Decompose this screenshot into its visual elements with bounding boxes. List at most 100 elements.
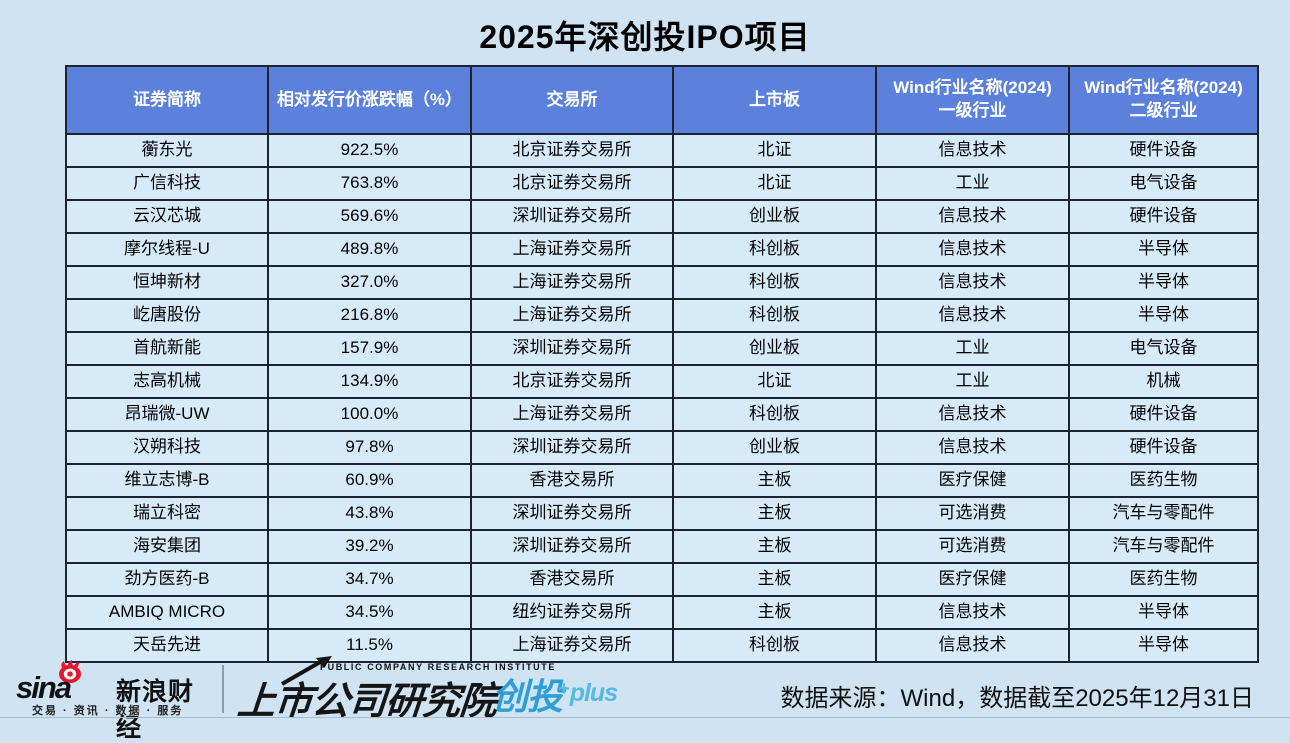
table-cell: 主板 (672, 595, 877, 630)
table-body: 蘅东光 922.5% 北京证券交易所 北证 信息技术 硬件设备 广信科技 763.8% 北京证券… (65, 133, 1259, 663)
table-cell: 科创板 (672, 397, 877, 432)
table-row: 瑞立科密 43.8% 深圳证券交易所 主板 可选消费 汽车与零配件 (65, 496, 1259, 531)
table-cell: 广信科技 (65, 166, 269, 201)
table-row: 首航新能 157.9% 深圳证券交易所 创业板 工业 电气设备 (65, 331, 1259, 366)
table-cell: 硬件设备 (1068, 199, 1259, 234)
table-row: 汉朔科技 97.8% 深圳证券交易所 创业板 信息技术 硬件设备 (65, 430, 1259, 465)
ipo-table: 证券简称 相对发行价涨跌幅（%） 交易所 上市板 Wind行业名称(2024) 一级行业… (65, 65, 1259, 663)
column-header: Wind行业名称(2024) 二级行业 (1068, 65, 1259, 135)
table-cell: 134.9% (267, 364, 472, 399)
research-institute-logo: PUBLIC COMPANY RESEARCH INSTITUTE 上市公司研究… (236, 656, 583, 723)
table-row: 昂瑞微-UW 100.0% 上海证券交易所 科创板 信息技术 硬件设备 (65, 397, 1259, 432)
table-cell: 43.8% (267, 496, 472, 531)
table-cell: 深圳证券交易所 (470, 496, 674, 531)
table-cell: 主板 (672, 529, 877, 564)
table-cell: 香港交易所 (470, 562, 674, 597)
table-cell: 硬件设备 (1068, 430, 1259, 465)
table-cell: 志高机械 (65, 364, 269, 399)
table-cell: 科创板 (672, 232, 877, 267)
sina-finance-brand: 新浪财经 (116, 678, 195, 742)
table-cell: 上海证券交易所 (470, 298, 674, 333)
table-cell: 科创板 (672, 298, 877, 333)
table-cell: 信息技术 (875, 199, 1070, 234)
table-cell: 主板 (672, 496, 877, 531)
table-cell: 半导体 (1068, 628, 1259, 663)
table-cell: 昂瑞微-UW (65, 397, 269, 432)
table-cell: 327.0% (267, 265, 472, 300)
table-row: 志高机械 134.9% 北京证券交易所 北证 工业 机械 (65, 364, 1259, 399)
table-cell: 蘅东光 (65, 133, 269, 168)
table-cell: 深圳证券交易所 (470, 331, 674, 366)
table-cell: 100.0% (267, 397, 472, 432)
table-row: 天岳先进 11.5% 上海证券交易所 科创板 信息技术 半导体 (65, 628, 1259, 663)
table-cell: 医药生物 (1068, 562, 1259, 597)
sina-eye-icon (59, 660, 81, 683)
table-cell: 信息技术 (875, 133, 1070, 168)
table-cell: 北京证券交易所 (470, 133, 674, 168)
column-header: 交易所 (470, 65, 674, 135)
footer: sina 新浪财经 交易 · 资讯 · 数据 · 服务 PUBLIC COMPA… (0, 656, 1290, 742)
table-cell: 汽车与零配件 (1068, 529, 1259, 564)
table-cell: 信息技术 (875, 430, 1070, 465)
plus-sign: + (558, 678, 570, 700)
table-row: 劲方医药-B 34.7% 香港交易所 主板 医疗保健 医药生物 (65, 562, 1259, 597)
table-cell: 医药生物 (1068, 463, 1259, 498)
table-row: 恒坤新材 327.0% 上海证券交易所 科创板 信息技术 半导体 (65, 265, 1259, 300)
table-row: AMBIQ MICRO 34.5% 纽约证券交易所 主板 信息技术 半导体 (65, 595, 1259, 630)
table-cell: 11.5% (267, 628, 472, 663)
table-cell: 上海证券交易所 (470, 232, 674, 267)
table-cell: 创业板 (672, 199, 877, 234)
table-row: 屹唐股份 216.8% 上海证券交易所 科创板 信息技术 半导体 (65, 298, 1259, 333)
table-cell: 工业 (875, 331, 1070, 366)
table-cell: 信息技术 (875, 628, 1070, 663)
table-cell: 工业 (875, 166, 1070, 201)
table-cell: 天岳先进 (65, 628, 269, 663)
table-row: 海安集团 39.2% 深圳证券交易所 主板 可选消费 汽车与零配件 (65, 529, 1259, 564)
table-cell: 半导体 (1068, 298, 1259, 333)
table-cell: 摩尔线程-U (65, 232, 269, 267)
column-header: 相对发行价涨跌幅（%） (267, 65, 472, 135)
table-header-row: 证券简称 相对发行价涨跌幅（%） 交易所 上市板 Wind行业名称(2024) 一级行业… (65, 65, 1259, 135)
table-cell: 39.2% (267, 529, 472, 564)
table-cell: 工业 (875, 364, 1070, 399)
table-row: 蘅东光 922.5% 北京证券交易所 北证 信息技术 硬件设备 (65, 133, 1259, 168)
table-cell: 硬件设备 (1068, 133, 1259, 168)
plus-suffix: plus (569, 679, 618, 707)
table-cell: 北京证券交易所 (470, 166, 674, 201)
table-cell: 主板 (672, 463, 877, 498)
table-cell: 216.8% (267, 298, 472, 333)
arrow-up-right-icon (281, 656, 332, 686)
table-cell: 创业板 (672, 331, 877, 366)
table-cell: 深圳证券交易所 (470, 199, 674, 234)
table-row: 广信科技 763.8% 北京证券交易所 北证 工业 电气设备 (65, 166, 1259, 201)
table-cell: 香港交易所 (470, 463, 674, 498)
table-cell: AMBIQ MICRO (65, 595, 269, 630)
table-cell: 489.8% (267, 232, 472, 267)
table-cell: 深圳证券交易所 (470, 430, 674, 465)
table-cell: 机械 (1068, 364, 1259, 399)
table-cell: 信息技术 (875, 265, 1070, 300)
table-cell: 医疗保健 (875, 562, 1070, 597)
table-cell: 北证 (672, 133, 877, 168)
table-cell: 北证 (672, 364, 877, 399)
footer-rule (0, 717, 1290, 718)
table-cell: 深圳证券交易所 (470, 529, 674, 564)
chuangtou-text: 创投 (492, 676, 563, 717)
table-cell: 医疗保健 (875, 463, 1070, 498)
column-header: 上市板 (672, 65, 877, 135)
table-cell: 电气设备 (1068, 166, 1259, 201)
institute-name-en: PUBLIC COMPANY RESEARCH INSTITUTE (320, 662, 556, 672)
table-cell: 北京证券交易所 (470, 364, 674, 399)
table-cell: 劲方医药-B (65, 562, 269, 597)
table-cell: 上海证券交易所 (470, 265, 674, 300)
table-cell: 信息技术 (875, 595, 1070, 630)
table-cell: 创业板 (672, 430, 877, 465)
table-cell: 上海证券交易所 (470, 397, 674, 432)
table-row: 摩尔线程-U 489.8% 上海证券交易所 科创板 信息技术 半导体 (65, 232, 1259, 267)
table-cell: 可选消费 (875, 529, 1070, 564)
table-cell: 34.7% (267, 562, 472, 597)
table-cell: 157.9% (267, 331, 472, 366)
table-cell: 恒坤新材 (65, 265, 269, 300)
table-cell: 首航新能 (65, 331, 269, 366)
table-cell: 电气设备 (1068, 331, 1259, 366)
